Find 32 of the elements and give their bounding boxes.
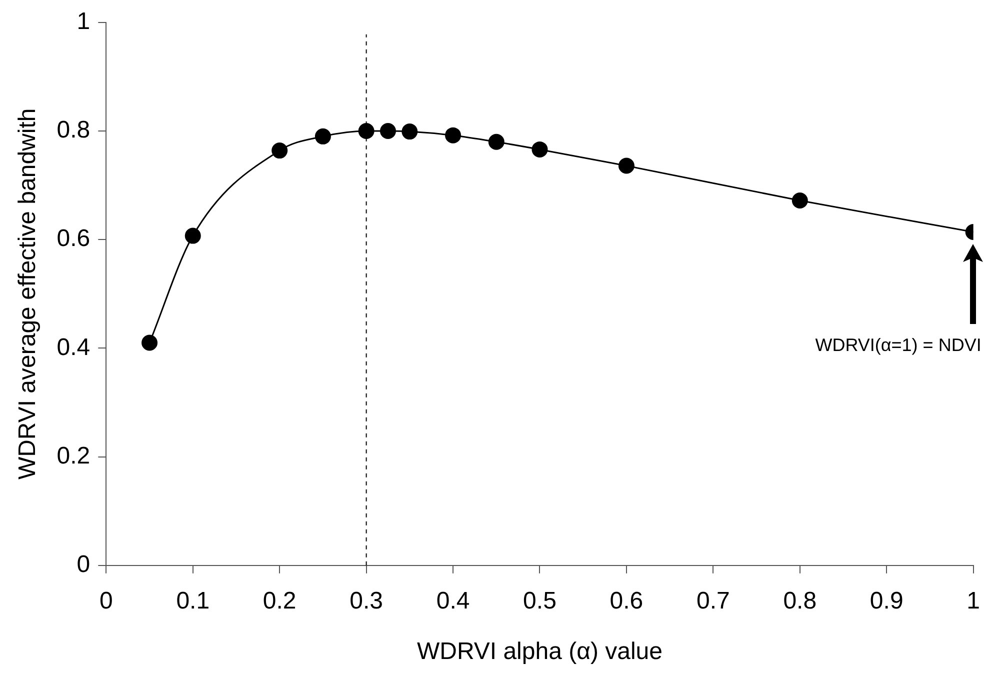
point (445, 127, 462, 144)
y-tick-label: 0.8 (56, 116, 90, 144)
y-tick-label: 0.4 (56, 334, 90, 361)
point (402, 124, 418, 140)
x-tick-label: 0.1 (176, 587, 210, 614)
point (532, 141, 548, 158)
annotation: WDRVI(α=1) = NDVI (815, 334, 982, 355)
y-tick-label: 1 (76, 8, 90, 36)
point (272, 142, 288, 159)
point (792, 192, 808, 209)
y-axis-title: WDRVI average effective bandwith (14, 108, 42, 480)
x-tick-label: 0.6 (610, 587, 644, 614)
x-tick-label: 0 (99, 587, 113, 614)
x-tick-label: 0.8 (783, 587, 817, 614)
y-tick-label: 0.2 (56, 442, 90, 470)
point (142, 334, 158, 351)
x-tick-label: 0.2 (262, 587, 296, 614)
x-tick-label: 0.4 (436, 587, 470, 614)
x-tick-label: 0.9 (870, 587, 904, 614)
x-tick-label: 1 (966, 587, 980, 614)
point (380, 123, 396, 139)
point (618, 158, 634, 174)
x-tick-label: 0.3 (350, 587, 383, 614)
point (314, 128, 331, 144)
point (358, 123, 374, 139)
x-tick-label: 0.7 (696, 587, 730, 614)
point (184, 228, 201, 244)
x-tick-label: 0.5 (523, 587, 556, 614)
y-tick-label: 0.6 (56, 225, 90, 252)
y-tick-label: 0 (76, 551, 90, 578)
x-axis-title: WDRVI alpha (α) value (416, 638, 663, 666)
point (488, 134, 504, 150)
